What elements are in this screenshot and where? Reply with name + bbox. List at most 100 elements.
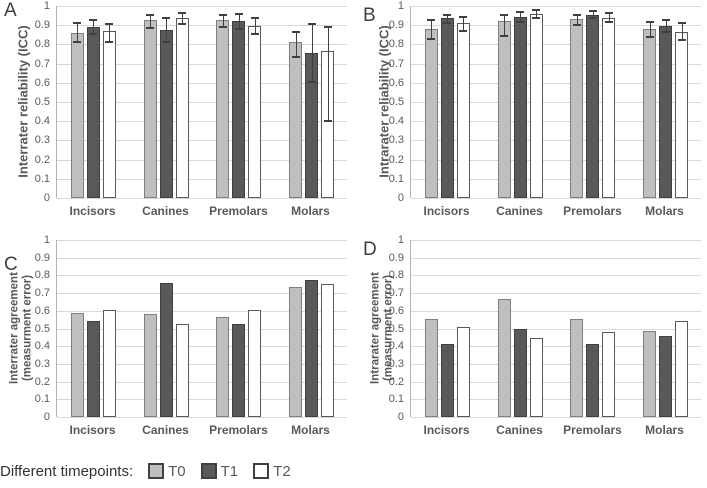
bar-t2-incisors xyxy=(457,327,470,417)
error-bar-line xyxy=(577,15,578,26)
panel-letter-d: D xyxy=(363,239,377,260)
error-bar-cap-bottom xyxy=(443,22,451,24)
bar-t0-premolars xyxy=(216,20,229,198)
panel-letter-c: C xyxy=(4,254,18,275)
error-bar-cap-top xyxy=(605,12,613,14)
bar-t2-molars xyxy=(675,32,688,198)
gridline xyxy=(411,346,701,347)
y-tick-label: 0.4 xyxy=(34,340,50,352)
error-bar-cap-top xyxy=(589,10,597,12)
x-category-label: Canines xyxy=(496,204,543,218)
bar-t2-incisors xyxy=(103,310,116,417)
bar-t2-premolars xyxy=(248,310,261,417)
x-category-label: Canines xyxy=(496,423,543,437)
error-bar-line xyxy=(255,18,256,33)
error-bar-line xyxy=(182,13,183,25)
gridline xyxy=(57,44,347,45)
y-tick-label: 0.5 xyxy=(34,96,50,108)
gridline xyxy=(57,64,347,65)
bar-t1-molars xyxy=(659,336,672,417)
y-tick-label: 0.9 xyxy=(388,252,404,264)
error-bar-line xyxy=(77,23,78,42)
error-bar-cap-top xyxy=(292,31,300,33)
gridline xyxy=(411,102,701,103)
x-category-label: Premolars xyxy=(563,204,622,218)
y-tick-label: 0.7 xyxy=(388,287,404,299)
bar-t2-molars xyxy=(321,284,334,417)
gridline xyxy=(411,329,701,330)
x-axis-labels: Incisors Canines Premolars Molars xyxy=(56,204,346,220)
chart-panel-a: A Interrater reliability (ICC) 1 0.9 0.8 0.… xyxy=(0,0,353,228)
gridline xyxy=(411,311,701,312)
gridline xyxy=(57,275,347,276)
gridline xyxy=(57,293,347,294)
bar-t2-canines xyxy=(176,324,189,417)
error-bar-cap-top xyxy=(73,22,81,24)
x-category-label: Molars xyxy=(645,204,684,218)
plot-area xyxy=(410,240,701,418)
y-tick-label: 0.8 xyxy=(34,269,50,281)
error-bar-line xyxy=(447,15,448,24)
error-bar-line xyxy=(682,23,683,39)
error-bar-line xyxy=(609,13,610,23)
x-category-label: Canines xyxy=(142,423,189,437)
bar-t0-molars xyxy=(289,42,302,198)
error-bar-cap-top xyxy=(235,13,243,15)
error-bar-cap-bottom xyxy=(73,41,81,43)
error-bar-cap-top xyxy=(89,19,97,21)
y-tick-label: 0.9 xyxy=(388,19,404,31)
gridline xyxy=(411,140,701,141)
error-bar-cap-top xyxy=(532,9,540,11)
bar-t0-canines xyxy=(144,20,157,198)
plot-area xyxy=(56,240,347,418)
gridline xyxy=(57,198,347,199)
bar-t0-canines xyxy=(498,21,511,198)
x-category-label: Premolars xyxy=(209,204,268,218)
panel-letter-b: B xyxy=(363,5,376,26)
y-axis-ticks: 1 0.9 0.8 0.7 0.6 0.5 0.4 0.3 0.2 0.1 0 xyxy=(354,234,404,423)
gridline xyxy=(57,83,347,84)
error-bar-cap-bottom xyxy=(146,27,154,29)
y-tick-label: 0.7 xyxy=(34,58,50,70)
bar-t2-premolars xyxy=(248,26,261,198)
t1-swatch-icon xyxy=(200,463,217,479)
error-bar-line xyxy=(431,20,432,38)
error-bar-line xyxy=(239,14,240,29)
error-bar-cap-top xyxy=(573,14,581,16)
error-bar-line xyxy=(223,15,224,27)
x-category-label: Molars xyxy=(291,423,330,437)
x-axis-labels: Incisors Canines Premolars Molars xyxy=(410,204,700,220)
bar-t2-canines xyxy=(530,14,543,198)
error-bar-cap-top xyxy=(500,14,508,16)
gridline xyxy=(57,382,347,383)
gridline xyxy=(57,179,347,180)
error-bar-line xyxy=(536,10,537,19)
x-category-label: Premolars xyxy=(563,423,622,437)
bar-t1-incisors xyxy=(87,321,100,417)
y-axis-ticks: 1 0.9 0.8 0.7 0.6 0.5 0.4 0.3 0.2 0.1 0 xyxy=(0,234,50,423)
error-bar-line xyxy=(312,24,313,82)
error-bar-cap-bottom xyxy=(662,31,670,33)
bar-t0-canines xyxy=(498,299,511,417)
bar-t0-premolars xyxy=(570,319,583,417)
bar-t1-premolars xyxy=(232,324,245,417)
gridline xyxy=(411,293,701,294)
error-bar-cap-bottom xyxy=(532,17,540,19)
bar-t0-premolars xyxy=(570,19,583,198)
bar-t2-canines xyxy=(176,18,189,198)
bar-t2-incisors xyxy=(103,31,116,198)
gridline xyxy=(411,25,701,26)
error-bar-cap-top xyxy=(662,19,670,21)
error-bar-cap-bottom xyxy=(324,120,332,122)
y-tick-label: 0.3 xyxy=(388,134,404,146)
error-bar-line xyxy=(296,32,297,57)
error-bar-line xyxy=(93,20,94,33)
error-bar-line xyxy=(593,11,594,19)
error-bar-cap-top xyxy=(105,23,113,25)
y-tick-label: 0.6 xyxy=(388,77,404,89)
y-tick-label: 0 xyxy=(397,411,404,423)
bar-t1-premolars xyxy=(586,344,599,417)
error-bar-cap-top xyxy=(516,11,524,13)
y-tick-label: 0.2 xyxy=(34,154,50,166)
error-bar-cap-bottom xyxy=(427,38,435,40)
